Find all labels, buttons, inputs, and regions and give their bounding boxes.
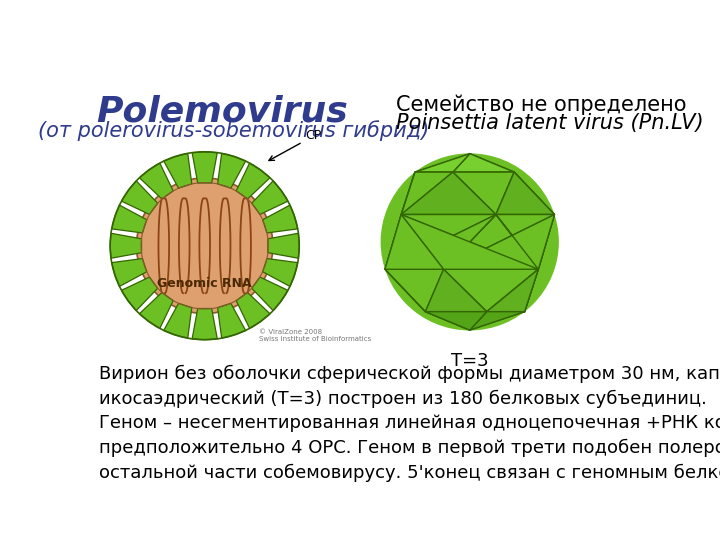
Polygon shape bbox=[496, 214, 554, 269]
Text: Семейство не определено: Семейство не определено bbox=[396, 94, 687, 114]
Text: Genomic RNA: Genomic RNA bbox=[158, 276, 252, 289]
Text: Poinsettia latent virus (Pn.LV): Poinsettia latent virus (Pn.LV) bbox=[396, 112, 703, 132]
Polygon shape bbox=[122, 181, 158, 214]
Polygon shape bbox=[236, 293, 270, 328]
Polygon shape bbox=[140, 293, 174, 328]
Polygon shape bbox=[444, 269, 539, 312]
Polygon shape bbox=[217, 303, 246, 338]
Polygon shape bbox=[112, 205, 147, 233]
Polygon shape bbox=[385, 214, 444, 269]
Polygon shape bbox=[487, 269, 539, 312]
Polygon shape bbox=[496, 214, 539, 269]
Polygon shape bbox=[401, 172, 415, 214]
Polygon shape bbox=[444, 214, 554, 269]
Polygon shape bbox=[163, 303, 192, 338]
Polygon shape bbox=[426, 269, 539, 312]
Text: © ViralZone 2008
Swiss Institute of Bioinformatics: © ViralZone 2008 Swiss Institute of Bioi… bbox=[259, 329, 372, 342]
Polygon shape bbox=[415, 154, 469, 172]
Polygon shape bbox=[401, 172, 496, 214]
Polygon shape bbox=[385, 214, 496, 269]
Polygon shape bbox=[453, 154, 514, 172]
Text: (от polerovirus-sobemovirus гибрид): (от polerovirus-sobemovirus гибрид) bbox=[37, 120, 429, 141]
Polygon shape bbox=[263, 205, 297, 233]
Polygon shape bbox=[140, 163, 174, 199]
Text: T=3: T=3 bbox=[451, 352, 489, 370]
Polygon shape bbox=[496, 172, 554, 214]
Polygon shape bbox=[426, 312, 487, 330]
Polygon shape bbox=[401, 172, 496, 214]
Polygon shape bbox=[385, 214, 401, 269]
Polygon shape bbox=[453, 154, 514, 172]
Polygon shape bbox=[385, 214, 444, 269]
Polygon shape bbox=[401, 214, 539, 269]
Polygon shape bbox=[469, 154, 514, 172]
Polygon shape bbox=[263, 259, 297, 286]
Polygon shape bbox=[453, 172, 554, 214]
Polygon shape bbox=[496, 172, 554, 214]
Polygon shape bbox=[401, 214, 496, 269]
Polygon shape bbox=[236, 163, 270, 199]
Polygon shape bbox=[122, 277, 158, 310]
Polygon shape bbox=[487, 269, 539, 312]
Polygon shape bbox=[426, 312, 469, 330]
Polygon shape bbox=[487, 269, 539, 312]
Polygon shape bbox=[385, 214, 496, 269]
Polygon shape bbox=[252, 277, 288, 310]
Polygon shape bbox=[401, 172, 453, 214]
Polygon shape bbox=[401, 172, 496, 214]
Circle shape bbox=[137, 178, 273, 314]
Text: Вирион без оболочки сферической формы диаметром 30 нм, капсид
икосаэдрический (Т: Вирион без оболочки сферической формы ди… bbox=[99, 365, 720, 482]
Polygon shape bbox=[444, 214, 554, 269]
Polygon shape bbox=[110, 233, 142, 258]
Polygon shape bbox=[192, 308, 217, 340]
Polygon shape bbox=[217, 153, 246, 188]
Text: CP: CP bbox=[269, 130, 322, 160]
Polygon shape bbox=[469, 312, 525, 330]
Polygon shape bbox=[385, 269, 426, 312]
Polygon shape bbox=[426, 269, 487, 312]
Polygon shape bbox=[192, 152, 217, 183]
Polygon shape bbox=[401, 172, 514, 214]
Polygon shape bbox=[385, 269, 444, 312]
Polygon shape bbox=[496, 214, 539, 269]
Polygon shape bbox=[112, 259, 147, 286]
Polygon shape bbox=[469, 312, 525, 330]
Polygon shape bbox=[496, 214, 554, 269]
Polygon shape bbox=[163, 153, 192, 188]
Polygon shape bbox=[252, 181, 288, 214]
Text: Polemovirus: Polemovirus bbox=[96, 94, 348, 128]
Circle shape bbox=[381, 153, 559, 330]
Polygon shape bbox=[401, 214, 496, 269]
Polygon shape bbox=[496, 172, 554, 214]
Polygon shape bbox=[426, 312, 487, 330]
Polygon shape bbox=[268, 233, 300, 258]
Polygon shape bbox=[415, 154, 469, 172]
Polygon shape bbox=[385, 269, 487, 312]
Polygon shape bbox=[401, 214, 539, 269]
Polygon shape bbox=[426, 269, 487, 312]
